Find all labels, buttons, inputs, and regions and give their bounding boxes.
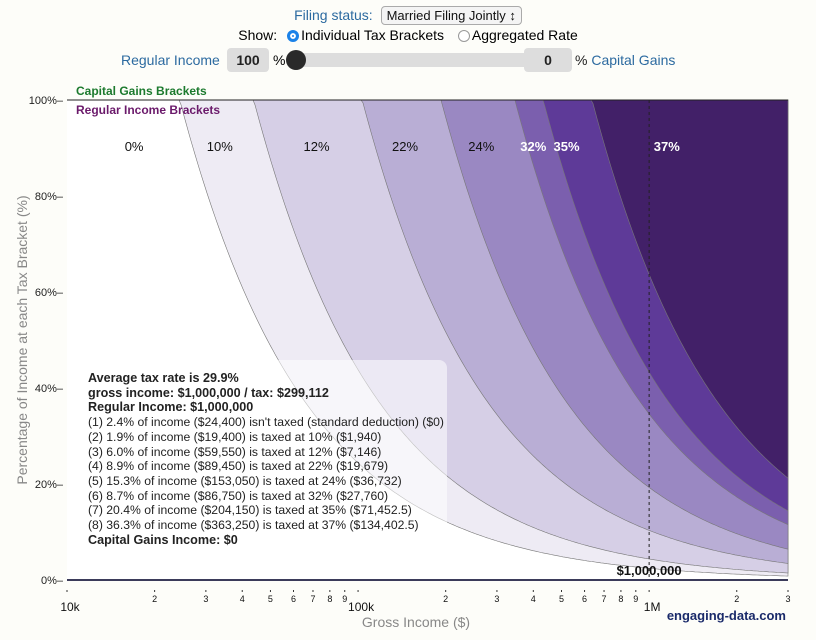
bracket-label-10pct: 10%: [207, 139, 233, 154]
capital-gains-brackets-label: Capital Gains Brackets: [76, 84, 207, 98]
tooltip-line: (8) 36.3% of income ($363,250) is taxed …: [88, 518, 419, 533]
x-tick-label-minor: 4: [240, 594, 245, 604]
radio-aggregated-rate[interactable]: [457, 30, 470, 42]
tooltip-line: Average tax rate is 29.9%: [88, 371, 239, 385]
y-axis-title: Percentage of Income at each Tax Bracket…: [14, 195, 30, 484]
tooltip-line: (1) 2.4% of income ($24,400) isn't taxed…: [88, 415, 444, 430]
bracket-label-37pct: 37%: [654, 139, 680, 154]
tooltip-line: Regular Income: $1,000,000: [88, 400, 254, 415]
y-tick-label: 40%–: [35, 383, 64, 395]
y-tick-label: 60%–: [35, 287, 64, 299]
y-tick-label: 100%–: [29, 95, 64, 107]
x-tick-label-minor: 6: [291, 594, 296, 604]
income-mix-slider-track[interactable]: [292, 53, 530, 67]
x-tick-label-major: 100k: [348, 600, 375, 614]
radio-aggregated-rate-label[interactable]: Aggregated Rate: [471, 27, 578, 43]
tooltip-line: (3) 6.0% of income ($59,550) is taxed at…: [88, 444, 382, 459]
tooltip-line: (5) 15.3% of income ($153,050) is taxed …: [88, 473, 402, 488]
x-tick-label-minor: 8: [618, 594, 623, 604]
x-tick-label-minor: 2: [443, 594, 448, 604]
y-tick-label: 80%–: [35, 191, 64, 203]
x-axis-title: Gross Income ($): [362, 614, 470, 630]
x-tick-label-minor: 9: [342, 594, 347, 604]
x-tick-label-major: 10k: [60, 600, 80, 614]
regular-income-pct-sign: %: [273, 52, 286, 68]
regular-income-brackets-label: Regular Income Brackets: [76, 103, 220, 117]
tooltip-line: (2) 1.9% of income ($19,400) is taxed at…: [88, 429, 382, 444]
x-tick-label-minor: 9: [633, 594, 638, 604]
select-arrows-icon: ↕: [509, 8, 516, 23]
x-tick-label-minor: 4: [531, 594, 536, 604]
show-label: Show:: [238, 27, 278, 43]
x-tick-label-minor: 3: [203, 594, 208, 604]
filing-status-label: Filing status:: [294, 7, 373, 23]
bracket-labels: 0% 10% 12% 22% 24% 32% 35% 37%: [125, 139, 681, 154]
regular-income-label: Regular Income: [121, 52, 220, 68]
bracket-label-24pct: 24%: [468, 139, 494, 154]
x-tick-label-minor: 5: [559, 594, 564, 604]
x-tick-label-minor: 2: [734, 594, 739, 604]
capital-gains-pct-sign: %: [575, 52, 588, 68]
x-tick-label-minor: 2: [152, 594, 157, 604]
x-tick-label-minor: 3: [785, 594, 790, 604]
capital-gains-label-wrap: % Capital Gains: [575, 52, 675, 68]
capital-gains-pct-input[interactable]: 0: [524, 48, 572, 72]
filing-status-value: Married Filing Jointly: [386, 8, 506, 23]
x-tick-label-major: 1M: [644, 600, 661, 614]
x-tick-label-minor: 7: [310, 594, 315, 604]
y-tick-label: 0%–: [41, 575, 64, 587]
x-tick-label-minor: 8: [327, 594, 332, 604]
x-tick-label-minor: 5: [268, 594, 273, 604]
income-mix-row: Regular Income 100 % 0 % Capital Gains: [0, 48, 816, 74]
radio-individual-brackets[interactable]: [287, 30, 300, 42]
y-tick-label: 20%–: [35, 479, 64, 491]
tooltip-line: Capital Gains Income: $0: [88, 532, 238, 547]
bracket-label-35pct: 35%: [553, 139, 579, 154]
tooltip-line: (6) 8.7% of income ($86,750) is taxed at…: [88, 488, 389, 503]
tooltip-line: (4) 8.9% of income ($89,450) is taxed at…: [88, 459, 389, 474]
tooltip-line: (7) 20.4% of income ($204,150) is taxed …: [88, 503, 412, 518]
radio-individual-brackets-label[interactable]: Individual Tax Brackets: [301, 27, 444, 43]
income-marker-label: $1,000,000: [617, 563, 682, 578]
bracket-label-12pct: 12%: [303, 139, 329, 154]
regular-income-pct-input[interactable]: 100: [227, 48, 269, 72]
tooltip-line: gross income: $1,000,000 / tax: $299,112: [88, 385, 329, 400]
capital-gains-label: Capital Gains: [587, 52, 676, 68]
x-tick-label-minor: 6: [582, 594, 587, 604]
bracket-label-32pct: 32%: [520, 139, 546, 154]
show-row: Show: Individual Tax Brackets Aggregated…: [0, 27, 816, 43]
bracket-label-0pct: 0%: [125, 139, 144, 154]
tax-summary-text: Average tax rate is 29.9% gross income: $…: [88, 371, 444, 547]
income-mix-slider-handle[interactable]: [286, 50, 306, 70]
filing-status-select[interactable]: Married Filing Jointly ↕: [380, 6, 522, 25]
y-axis-ticks: 0%– 20%– 40%– 60%– 80%– 100%–: [29, 95, 64, 587]
watermark[interactable]: engaging-data.com: [667, 608, 786, 623]
x-tick-label-minor: 7: [602, 594, 607, 604]
tax-summary-tooltip: [80, 360, 447, 545]
filing-status-row: Filing status: Married Filing Jointly ↕: [0, 6, 816, 25]
x-tick-label-minor: 3: [494, 594, 499, 604]
bracket-label-22pct: 22%: [392, 139, 418, 154]
